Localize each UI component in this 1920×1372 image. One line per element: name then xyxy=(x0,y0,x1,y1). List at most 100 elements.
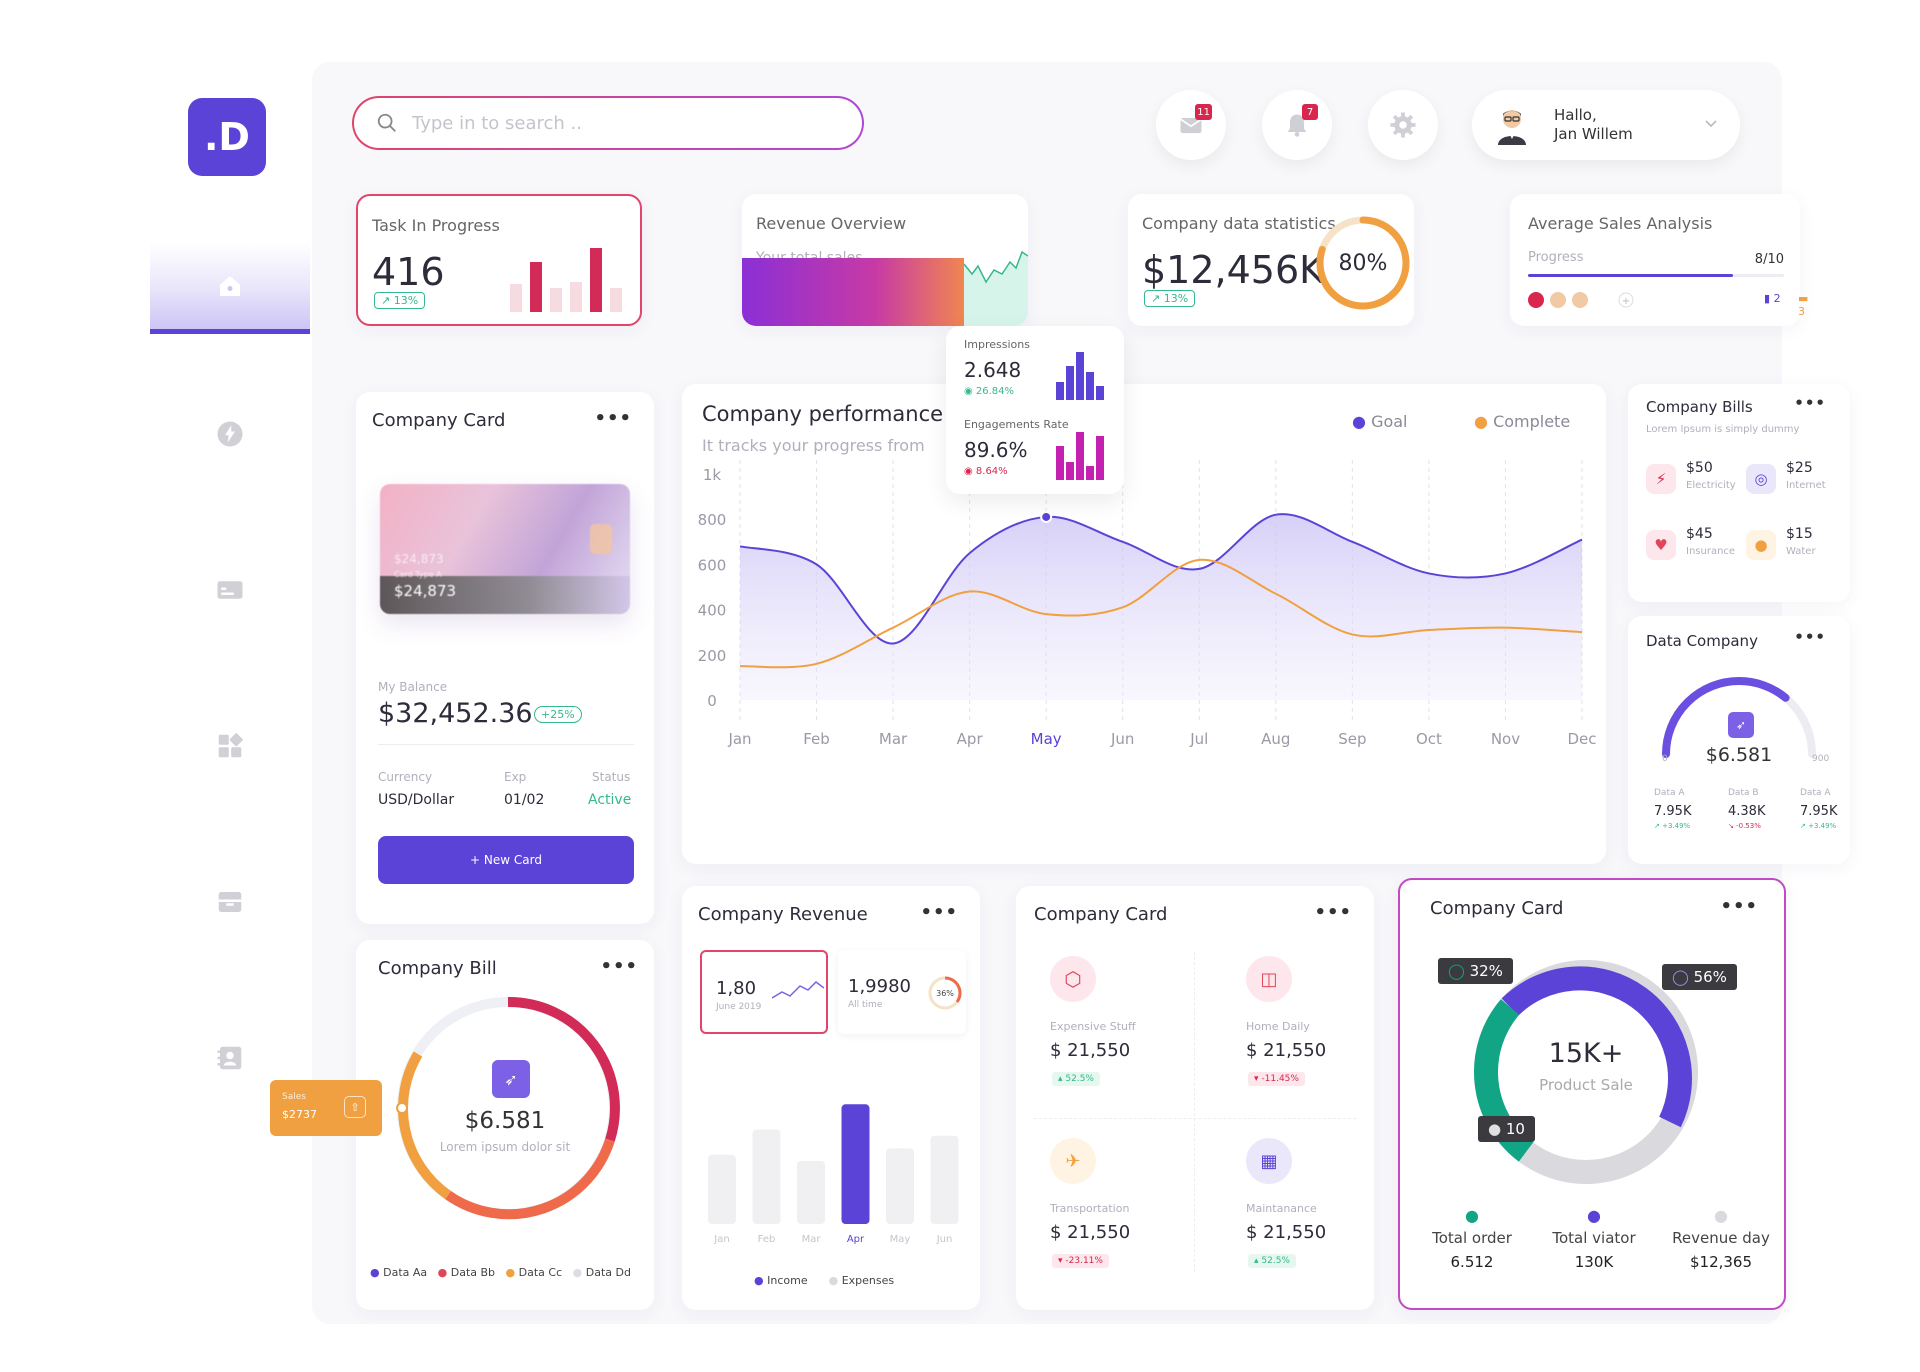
y-tick-label: 400 xyxy=(698,602,727,620)
y-tick-label: 200 xyxy=(698,647,727,665)
revenue-month-label: Mar xyxy=(802,1234,822,1245)
user-name: Jan Willem xyxy=(1554,125,1633,143)
credit-card-visual[interactable]: $24,873 Card Type A $24,873 xyxy=(380,484,630,614)
more-options-icon[interactable]: ••• xyxy=(1720,896,1758,917)
y-tick-label: 0 xyxy=(707,692,717,710)
nav-contacts[interactable] xyxy=(150,1012,310,1104)
team-avatars: + xyxy=(1528,292,1634,308)
document-icon: ▮ xyxy=(1764,292,1771,305)
revenue-bar xyxy=(841,1104,870,1224)
search-bar[interactable] xyxy=(352,96,864,150)
card-amount-ghost: $24,873 xyxy=(394,552,444,566)
balance-label: My Balance xyxy=(378,680,448,694)
revenue-bar xyxy=(886,1148,914,1224)
company-card-title: Company Card xyxy=(372,410,506,431)
nav-archive[interactable] xyxy=(150,856,310,948)
revenue-bar xyxy=(752,1129,781,1224)
donut-segment xyxy=(1501,966,1692,1128)
card-type: Card Type A xyxy=(394,570,442,579)
company-stats-ring-progress xyxy=(1316,216,1410,310)
expense-value: $ 21,550 xyxy=(1246,1040,1327,1061)
nav-flash[interactable] xyxy=(150,388,310,480)
impressions-bar xyxy=(1096,386,1104,400)
company-bill-donut xyxy=(396,996,620,1220)
search-input[interactable] xyxy=(412,112,812,134)
company-bills-card: Company Bills ••• Lorem Ipsum is simply … xyxy=(1628,384,1850,602)
data-company-gauge xyxy=(1662,677,1816,758)
revenue-box-june[interactable]: 1,80 June 2019 xyxy=(700,950,828,1034)
more-options-icon[interactable]: ••• xyxy=(600,956,638,977)
notification-button[interactable]: 7 xyxy=(1262,90,1332,160)
bill-amount: $15 xyxy=(1786,526,1813,542)
electricity-icon: ⚡ xyxy=(1646,464,1676,494)
impressions-value: 2.648 xyxy=(964,358,1022,382)
gauge-min: 0 xyxy=(1662,754,1668,764)
box-icon: ⬡ xyxy=(1050,956,1096,1002)
company-stats-change-badge: ↗ 13% xyxy=(1144,290,1196,307)
avatar xyxy=(1498,110,1526,145)
engagement-bar-chart xyxy=(1056,432,1104,480)
more-options-icon[interactable]: ••• xyxy=(594,408,632,429)
new-card-button[interactable]: + New Card xyxy=(378,836,634,884)
bill-amount: $45 xyxy=(1686,526,1713,542)
y-tick-label: 1k xyxy=(703,466,722,484)
chat-icon: ▬ xyxy=(1798,292,1809,305)
company-card-panel: Company Card ••• $24,873 Card Type A $24… xyxy=(356,392,654,924)
engagement-bar xyxy=(1086,466,1094,480)
x-tick-label: Jan xyxy=(727,730,751,748)
company-stats-percent: 80% xyxy=(1339,251,1388,276)
revenue-box-sparkline xyxy=(772,981,824,999)
company-revenue-title: Company Revenue xyxy=(698,904,868,925)
gauge-fill xyxy=(1662,677,1816,758)
impressions-bar xyxy=(1086,372,1094,400)
more-options-icon[interactable]: ••• xyxy=(1314,902,1352,923)
balance-value: $32,452.36 xyxy=(378,698,533,729)
avg-sales-docs: ▮ 2 xyxy=(1764,292,1781,305)
donut-segment xyxy=(445,1138,615,1220)
impressions-bar xyxy=(1076,352,1084,400)
nav-home[interactable] xyxy=(150,242,310,334)
more-options-icon[interactable]: ••• xyxy=(920,902,958,923)
goal-point xyxy=(1040,510,1053,523)
avg-sales-comments: ▬ 3 xyxy=(1798,292,1809,318)
revenue-bar xyxy=(708,1154,736,1224)
exp-value: 01/02 xyxy=(504,792,545,808)
card-amount: $24,873 xyxy=(394,582,457,600)
product-sale-value: 15K+ xyxy=(1548,1038,1624,1069)
impressions-change: ◉ 26.84% xyxy=(964,386,1015,397)
more-options-icon[interactable]: ••• xyxy=(1794,394,1826,412)
company-performance-card: Company performance It tracks your progr… xyxy=(682,384,1606,864)
data-company-card: Data Company ••• ➶ $6.581 0 900 Data A 7… xyxy=(1628,616,1850,864)
x-tick-label: Nov xyxy=(1491,730,1520,748)
expense-change: ▾ -11.45% xyxy=(1248,1072,1305,1086)
stat-change: ↗ +3.49% xyxy=(1654,822,1691,830)
revenue-sparkline xyxy=(964,250,1028,326)
settings-button[interactable] xyxy=(1368,90,1438,160)
more-options-icon[interactable]: ••• xyxy=(1794,628,1826,646)
bill-label: Water xyxy=(1786,546,1816,557)
mail-icon xyxy=(1180,118,1202,134)
bill-label: Insurance xyxy=(1686,546,1736,557)
divider xyxy=(378,744,634,745)
expense-label: Expensive Stuff xyxy=(1050,1020,1136,1033)
app-logo[interactable]: .D xyxy=(188,98,266,176)
revenue-box-ring: 36% xyxy=(928,976,962,1010)
nav-widgets[interactable] xyxy=(150,700,310,792)
stat-dot: ● xyxy=(1465,1206,1479,1225)
upload-icon[interactable]: ⇧ xyxy=(344,1096,366,1118)
x-tick-label: Jun xyxy=(1110,730,1134,748)
expense-change: ▴ 52.5% xyxy=(1052,1072,1100,1086)
company-bill-value: $6.581 xyxy=(464,1108,546,1134)
profile-menu[interactable]: Hallo, Jan Willem xyxy=(1472,90,1740,160)
mail-button[interactable]: 11 xyxy=(1156,90,1226,160)
stat-value: 7.95K xyxy=(1800,804,1838,819)
avg-sales-progress-fill xyxy=(1528,274,1733,277)
revenue-box-all-time[interactable]: 1,9980 All time 36% xyxy=(838,950,966,1034)
revenue-box-label: All time xyxy=(848,1000,883,1010)
x-tick-label: May xyxy=(1031,730,1062,748)
sales-tooltip: Sales $2737 ⇧ xyxy=(270,1080,382,1136)
lightning-icon xyxy=(217,421,243,447)
company-card3-title: Company Card xyxy=(1430,898,1564,919)
nav-cards[interactable] xyxy=(150,544,310,636)
expense-value: $ 21,550 xyxy=(1050,1040,1131,1061)
